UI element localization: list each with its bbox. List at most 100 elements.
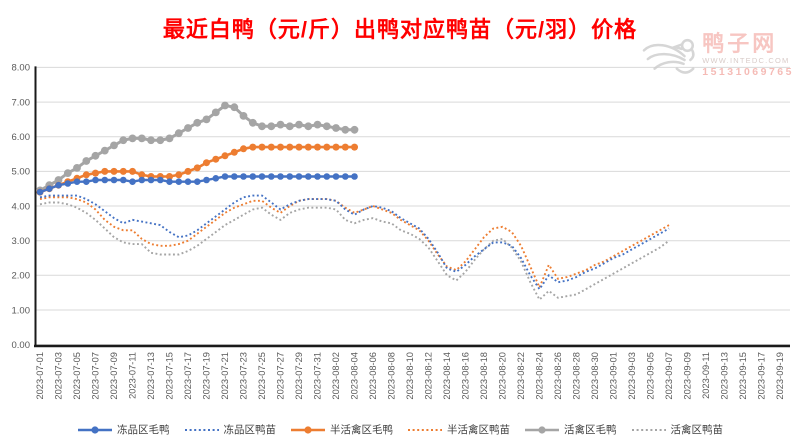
legend-label: 半活禽区毛鸭 [330, 424, 393, 436]
data-point-marker [147, 136, 155, 145]
data-point-marker [249, 143, 257, 151]
data-point-marker [166, 178, 173, 185]
data-point-marker [212, 155, 220, 163]
legend-label: 冻品区鸭苗 [223, 424, 277, 436]
x-tick-label: 2023-08-26 [553, 352, 563, 400]
data-point-marker [277, 143, 284, 151]
data-point-marker [157, 176, 164, 184]
gridlines [34, 66, 790, 346]
x-tick-label: 2023-08-08 [387, 352, 397, 400]
data-point-marker [314, 143, 321, 151]
data-point-marker [175, 171, 183, 179]
data-point-marker [92, 169, 99, 177]
data-point-marker [119, 136, 128, 145]
data-point-marker [221, 152, 229, 160]
data-point-marker [277, 173, 284, 180]
data-point-marker [194, 178, 201, 185]
x-tick-label: 2023-09-01 [609, 352, 619, 400]
data-point-marker [137, 134, 146, 143]
data-point-marker [258, 122, 266, 131]
y-axis-labels: 8.00 7.00 6.00 5.00 4.00 3.00 2.00 1.00 0.00 [12, 63, 31, 351]
data-point-marker [63, 169, 72, 178]
data-point-marker [184, 167, 192, 175]
data-point-marker [83, 178, 90, 185]
data-point-marker [156, 136, 165, 145]
series-line [39, 196, 670, 290]
legend-marker [78, 425, 112, 434]
y-tick-label: 3.00 [12, 236, 31, 247]
legend-label: 活禽区鸭苗 [670, 424, 724, 436]
data-point-marker [100, 146, 109, 155]
x-tick-label: 2023-07-21 [220, 352, 230, 400]
data-point-marker [323, 143, 331, 151]
data-point-marker [73, 164, 81, 172]
data-point-marker [129, 167, 136, 175]
x-tick-label: 2023-09-19 [775, 352, 785, 400]
data-point-marker [166, 173, 173, 180]
data-point-marker [342, 173, 349, 180]
data-point-marker [258, 143, 266, 151]
legend-item: 冻品区鸭苗 [184, 422, 277, 437]
data-point-marker [322, 122, 331, 131]
data-point-marker [286, 173, 294, 180]
series-0-maoya [36, 173, 358, 196]
x-tick-label: 2023-07-29 [294, 352, 304, 400]
legend-label: 半活禽区鸭苗 [447, 424, 510, 436]
data-point-marker [230, 103, 239, 112]
x-tick-label: 2023-08-02 [331, 352, 341, 400]
data-point-marker [304, 122, 313, 131]
x-tick-label: 2023-09-03 [627, 352, 637, 400]
x-tick-label: 2023-07-19 [202, 352, 212, 400]
data-point-marker [147, 176, 155, 184]
data-point-marker [82, 157, 91, 165]
series-line [39, 201, 670, 302]
data-point-marker [285, 122, 294, 131]
x-tick-label: 2023-09-11 [701, 352, 711, 399]
data-point-marker [203, 176, 210, 184]
x-tick-label: 2023-09-13 [720, 352, 730, 400]
data-point-marker [91, 151, 100, 160]
x-tick-label: 2023-07-27 [276, 352, 286, 400]
data-point-marker [240, 145, 247, 153]
series-3-yamiao [39, 196, 670, 290]
legend-item: 活禽区毛鸭 [524, 422, 617, 437]
y-tick-label: 5.00 [12, 167, 31, 178]
legend-marker [408, 428, 442, 431]
data-point-marker [249, 173, 257, 180]
data-point-marker [101, 176, 109, 184]
data-point-marker [92, 176, 99, 184]
x-tick-label: 2023-07-23 [239, 352, 249, 400]
data-point-marker [73, 178, 81, 185]
data-point-marker [120, 176, 127, 184]
data-point-marker [332, 124, 340, 132]
y-tick-label: 1.00 [12, 305, 31, 316]
x-tick-label: 2023-07-07 [91, 352, 101, 400]
legend-item: 半活禽区毛鸭 [290, 422, 393, 437]
data-point-marker [230, 148, 238, 156]
data-point-marker [313, 120, 322, 129]
x-tick-label: 2023-08-22 [516, 352, 526, 400]
x-tick-label: 2023-08-04 [350, 352, 360, 400]
legend-marker [631, 428, 666, 431]
data-point-marker [351, 173, 358, 180]
series-2-maoya [36, 143, 358, 196]
x-tick-label: 2023-07-17 [183, 352, 193, 400]
data-point-marker [248, 118, 257, 127]
x-tick-label: 2023-09-07 [664, 352, 674, 400]
data-point-marker [203, 159, 210, 167]
x-tick-label: 2023-09-17 [757, 352, 767, 400]
legend-item: 冻品区毛鸭 [77, 422, 170, 437]
data-point-marker [240, 173, 247, 180]
data-point-marker [110, 167, 118, 175]
data-point-marker [351, 143, 358, 151]
data-point-marker [165, 134, 174, 143]
data-point-marker [341, 143, 349, 151]
data-point-marker [221, 101, 229, 110]
data-point-marker [341, 125, 350, 134]
data-point-marker [174, 129, 183, 138]
x-tick-label: 2023-08-12 [424, 352, 434, 400]
x-tick-label: 2023-09-05 [646, 352, 656, 400]
page-title: 最近白鸭（元/斤）出鸭对应鸭苗（元/羽）价格 [162, 17, 638, 42]
